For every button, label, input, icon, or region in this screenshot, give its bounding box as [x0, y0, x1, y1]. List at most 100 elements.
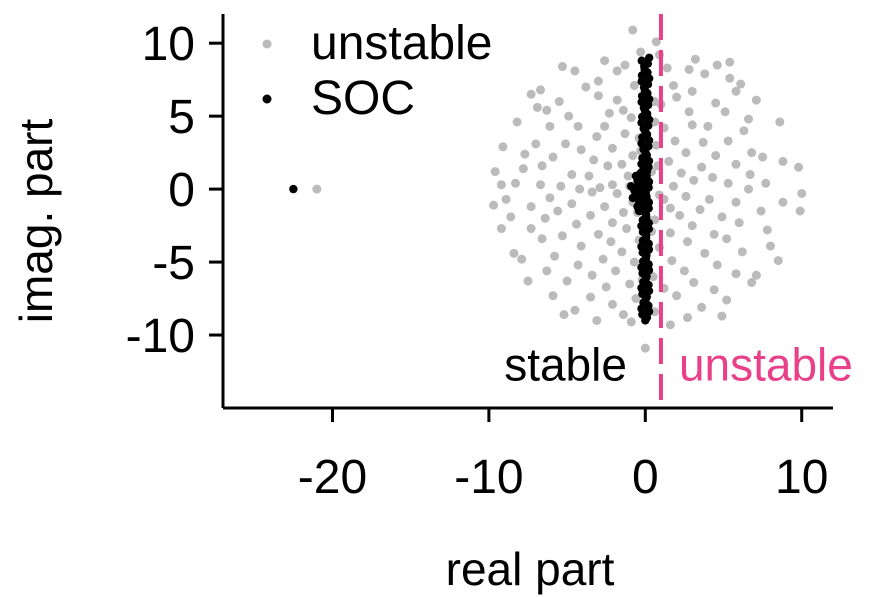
unstable-point	[526, 89, 536, 99]
unstable-point	[542, 105, 552, 115]
unstable-point	[540, 213, 550, 223]
unstable-point	[523, 276, 533, 286]
unstable-point	[593, 229, 603, 239]
unstable-point	[573, 260, 583, 270]
unstable-point	[586, 210, 596, 220]
unstable-point	[670, 136, 680, 146]
unstable-point	[720, 107, 730, 117]
unstable-point	[668, 81, 678, 91]
unstable-point	[629, 257, 639, 267]
unstable-point	[604, 108, 614, 118]
unstable-point	[697, 302, 707, 312]
unstable-point	[751, 270, 761, 280]
unstable-point	[668, 181, 678, 191]
unstable-point	[689, 175, 699, 185]
unstable-point	[662, 63, 672, 73]
unstable-point	[684, 64, 694, 74]
unstable-point	[490, 167, 500, 177]
y-tick-label: -10	[126, 310, 195, 363]
unstable-point	[723, 136, 733, 146]
unstable-point	[631, 294, 641, 304]
unstable-point	[567, 199, 577, 209]
legend-marker	[262, 39, 272, 49]
unstable-region-label: unstable	[679, 338, 853, 390]
unstable-point	[557, 231, 567, 241]
unstable-point	[545, 193, 555, 203]
unstable-point	[589, 155, 599, 165]
soc-point	[641, 180, 650, 189]
unstable-point	[739, 126, 749, 136]
unstable-points-group	[312, 25, 807, 353]
unstable-point	[620, 60, 630, 70]
unstable-point	[744, 114, 754, 124]
unstable-point	[587, 270, 597, 280]
unstable-point	[676, 168, 686, 178]
unstable-point	[536, 85, 546, 95]
unstable-point	[618, 310, 628, 320]
unstable-point	[695, 205, 705, 215]
unstable-point	[600, 202, 610, 212]
soc-point	[644, 266, 654, 275]
unstable-point	[665, 228, 675, 238]
unstable-point	[537, 161, 547, 171]
stable-region-label: stable	[504, 338, 627, 390]
unstable-point	[607, 218, 617, 228]
unstable-point	[731, 269, 741, 279]
unstable-point	[612, 66, 622, 76]
unstable-point	[628, 25, 638, 35]
unstable-point	[623, 171, 633, 181]
unstable-point	[665, 320, 675, 330]
unstable-point	[687, 86, 697, 96]
soc-point	[642, 167, 652, 176]
unstable-point	[584, 171, 594, 181]
soc-point	[637, 56, 646, 65]
unstable-point	[690, 54, 700, 64]
unstable-point	[576, 145, 586, 155]
unstable-point	[711, 98, 721, 108]
unstable-point	[734, 218, 744, 228]
unstable-point	[607, 180, 617, 190]
unstable-point	[510, 178, 520, 188]
y-axis-label: imag. part	[10, 119, 62, 324]
soc-point	[644, 245, 654, 254]
soc-point	[637, 77, 646, 86]
unstable-point	[550, 251, 560, 261]
unstable-point	[722, 234, 732, 244]
unstable-point	[758, 152, 768, 162]
unstable-point	[556, 181, 566, 191]
unstable-point	[703, 121, 713, 131]
unstable-point	[775, 117, 785, 127]
unstable-point	[712, 60, 722, 70]
unstable-point	[603, 161, 613, 171]
unstable-point	[587, 187, 597, 197]
unstable-point	[537, 234, 547, 244]
unstable-point	[684, 107, 694, 117]
unstable-point	[312, 184, 322, 194]
unstable-point	[717, 311, 727, 321]
unstable-point	[636, 47, 646, 57]
x-tick-label: 10	[775, 451, 828, 504]
unstable-point	[518, 164, 528, 174]
unstable-point	[576, 241, 586, 251]
unstable-point	[622, 224, 632, 234]
soc-point	[644, 224, 653, 234]
soc-point	[628, 193, 637, 203]
unstable-point	[517, 254, 527, 264]
unstable-point	[498, 142, 508, 152]
unstable-point	[756, 206, 766, 216]
unstable-point	[745, 170, 755, 180]
unstable-point	[548, 152, 558, 162]
legend-label: unstable	[311, 17, 492, 70]
unstable-point	[489, 200, 499, 210]
unstable-point	[731, 197, 741, 207]
unstable-point	[778, 156, 788, 166]
unstable-point	[600, 121, 610, 131]
unstable-point	[731, 86, 741, 96]
unstable-point	[717, 212, 727, 222]
unstable-point	[592, 315, 602, 325]
soc-points-group	[289, 53, 654, 325]
unstable-point	[567, 170, 577, 180]
unstable-point	[708, 172, 718, 182]
soc-point	[289, 184, 298, 194]
